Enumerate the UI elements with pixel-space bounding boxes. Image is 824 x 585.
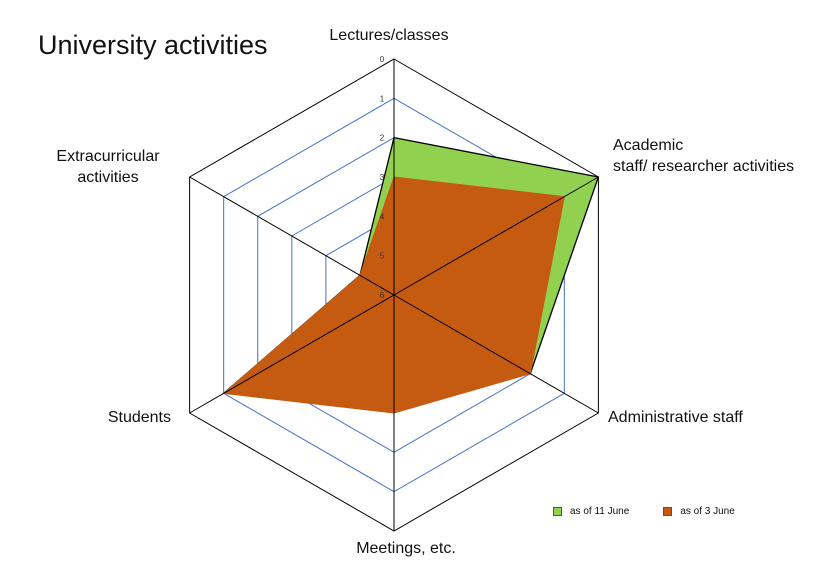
axis-label-meetings: Meetings, etc. [356,540,456,557]
legend-label-3-june: as of 3 June [680,506,735,517]
chart-title: University activities [38,30,268,60]
spoke-3 [393,294,599,414]
axis-label-extracurricular: Extracurricular activities [56,148,160,186]
legend-item-3-june: as of 3 June [663,506,735,517]
axis-label-lectures: Lectures/classes [329,27,448,44]
tick-label-6: 6 [380,291,385,300]
tick-label-5: 5 [380,252,385,261]
spoke-2 [393,176,599,296]
spoke-6 [189,176,395,296]
tick-label-2: 2 [380,134,385,143]
legend-item-11-june: as of 11 June [553,506,629,517]
axis-label-academic-staff: Academic staff/ researcher activities [613,137,794,175]
chart-legend: as of 11 June as of 3 June [553,506,735,517]
legend-swatch-11-june [553,507,562,516]
tick-label-0: 0 [380,55,385,64]
axis-label-students: Students [108,409,171,426]
radar-axis-labels: Lectures/classes Academic staff/ research… [56,27,794,557]
tick-label-1: 1 [380,94,385,103]
radar-series [221,136,600,414]
radar-spokes [189,59,599,531]
legend-label-11-june: as of 11 June [570,506,630,517]
radar-tick-labels: 0 1 2 3 4 5 6 [380,55,385,300]
tick-label-3: 3 [380,173,385,182]
legend-swatch-3-june [663,507,673,516]
tick-label-4: 4 [380,212,385,221]
spoke-5 [189,294,395,414]
axis-label-administrative-staff: Administrative staff [608,409,743,426]
